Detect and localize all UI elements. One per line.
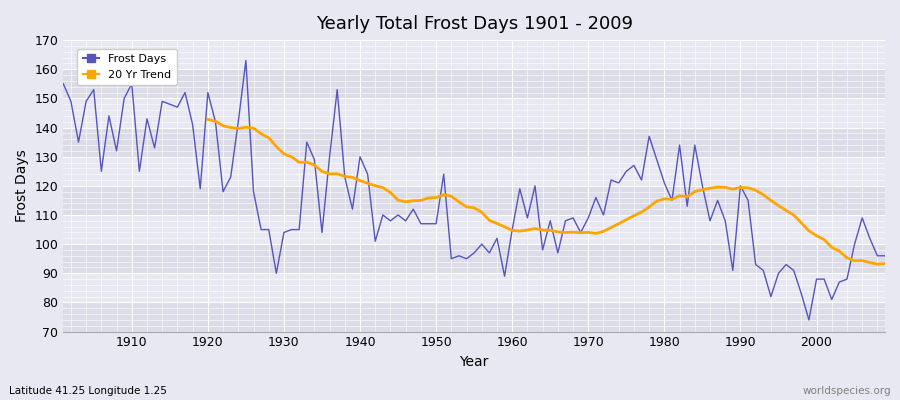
Bar <box>63 273 885 302</box>
Bar <box>63 186 885 215</box>
Bar <box>63 98 885 128</box>
Bar <box>63 244 885 273</box>
Bar <box>63 157 885 186</box>
Y-axis label: Frost Days: Frost Days <box>15 150 29 222</box>
Bar <box>63 302 885 332</box>
Bar <box>63 40 885 69</box>
Bar <box>63 69 885 98</box>
Bar <box>63 128 885 157</box>
Text: Latitude 41.25 Longitude 1.25: Latitude 41.25 Longitude 1.25 <box>9 386 166 396</box>
Legend: Frost Days, 20 Yr Trend: Frost Days, 20 Yr Trend <box>77 48 177 85</box>
Text: worldspecies.org: worldspecies.org <box>803 386 891 396</box>
X-axis label: Year: Year <box>460 355 489 369</box>
Bar <box>63 215 885 244</box>
Title: Yearly Total Frost Days 1901 - 2009: Yearly Total Frost Days 1901 - 2009 <box>316 15 633 33</box>
